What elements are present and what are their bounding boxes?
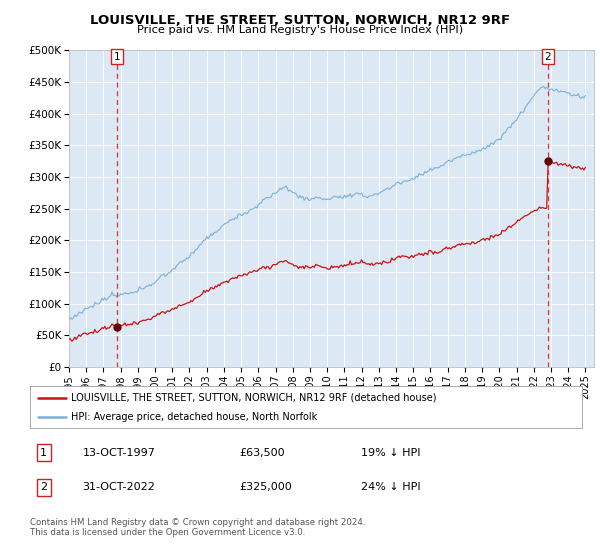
Text: 1: 1 <box>40 448 47 458</box>
Text: Contains HM Land Registry data © Crown copyright and database right 2024.
This d: Contains HM Land Registry data © Crown c… <box>30 518 365 538</box>
Text: LOUISVILLE, THE STREET, SUTTON, NORWICH, NR12 9RF: LOUISVILLE, THE STREET, SUTTON, NORWICH,… <box>90 14 510 27</box>
Text: £63,500: £63,500 <box>240 448 286 458</box>
Text: 2: 2 <box>40 482 47 492</box>
Text: 24% ↓ HPI: 24% ↓ HPI <box>361 482 421 492</box>
Text: £325,000: £325,000 <box>240 482 293 492</box>
Text: Price paid vs. HM Land Registry's House Price Index (HPI): Price paid vs. HM Land Registry's House … <box>137 25 463 35</box>
Text: HPI: Average price, detached house, North Norfolk: HPI: Average price, detached house, Nort… <box>71 412 317 422</box>
Text: LOUISVILLE, THE STREET, SUTTON, NORWICH, NR12 9RF (detached house): LOUISVILLE, THE STREET, SUTTON, NORWICH,… <box>71 393 437 403</box>
Text: 2: 2 <box>545 52 551 62</box>
Text: 19% ↓ HPI: 19% ↓ HPI <box>361 448 421 458</box>
Text: 13-OCT-1997: 13-OCT-1997 <box>82 448 155 458</box>
Text: 31-OCT-2022: 31-OCT-2022 <box>82 482 155 492</box>
Text: 1: 1 <box>114 52 121 62</box>
